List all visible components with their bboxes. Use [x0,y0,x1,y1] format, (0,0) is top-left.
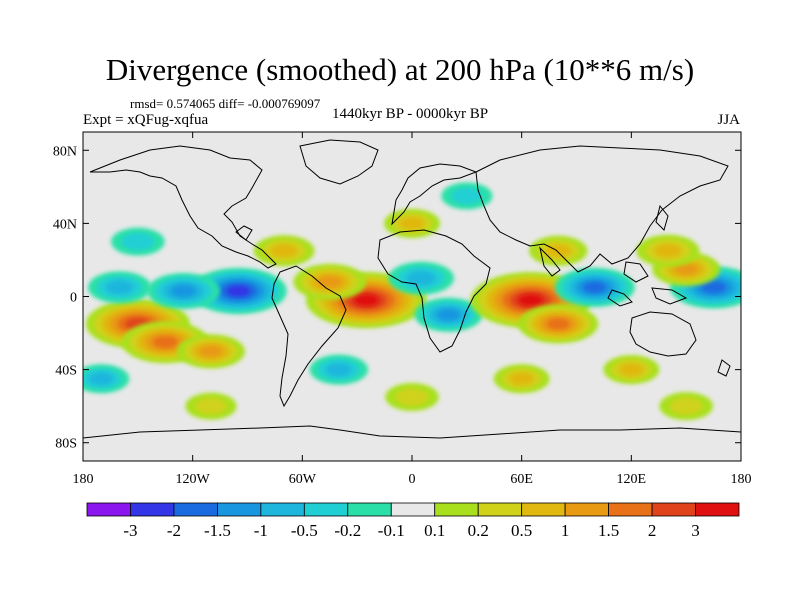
anomaly-blob-6-level-6 [353,294,380,307]
colorbar-swatch-9 [477,502,523,517]
anomaly-blob-12-level-4 [583,281,607,293]
colorbar-label-0: -3 [123,521,137,540]
axes: 180 120W 60W 0 60E 120E 180 80N 40N 0 40S 80S [53,132,752,487]
anomaly-blob-18-level-1 [121,233,155,251]
colorbar-swatch-3 [216,502,262,517]
anomaly-blob-8-level-2 [406,270,436,286]
colorbar-swatch-14 [695,502,740,517]
x-tick-label-6: 180 [731,472,752,487]
y-tick-label-2: 0 [70,291,77,306]
season-label: JJA [717,112,740,128]
anomaly-blob-11-level-4 [546,318,570,330]
anomaly-blob-2-level-3 [199,345,223,358]
colorbar-label-9: 0.5 [511,521,532,540]
colorbar-label-10: 1 [561,521,570,540]
coastlines [83,139,741,439]
anomaly-blob-13-level-4 [701,281,727,294]
colorbar-swatch-7 [390,502,436,517]
colorbar-swatch-6 [347,502,392,517]
anomaly-blob-20-level-2 [618,363,644,377]
colorbar-label-8: 0.2 [468,521,489,540]
anomaly-blob-1-level-4 [152,336,178,349]
anomaly-blob-10-level-6 [518,294,544,307]
y-tick-label-1: 40N [53,217,77,232]
anomaly-blob-7-level-3 [317,275,343,289]
x-tick-label-1: 120W [176,472,211,487]
anomaly-blob-19-level-1 [451,187,483,205]
x-tick-label-4: 60E [510,472,533,487]
colorbar-swatch-11 [564,502,610,517]
anomaly-blob-22-level-1 [195,397,227,415]
colorbar-label-7: 0.1 [424,521,445,540]
colorbar-swatch-12 [608,502,653,517]
colorbar-label-5: -0.2 [334,521,361,540]
colorbar-label-2: -1.5 [204,521,231,540]
colorbar-swatch-4 [260,502,305,517]
x-tick-label-2: 60W [289,472,317,487]
anomaly-blob-5-level-2 [105,280,134,295]
colorbar-label-12: 2 [648,521,657,540]
colorbar-label-13: 3 [691,521,700,540]
anomaly-blob-14-level-3 [674,263,698,275]
colorbar-swatch-2 [173,502,218,517]
anomaly-blob-24-level-1 [669,397,703,415]
rmsd-diff-stats: rmsd= 0.574065 diff= -0.000769097 [130,96,321,111]
colorbar-label-6: -0.1 [378,521,405,540]
anomaly-blob-21-level-1 [395,388,429,406]
experiment-label: Expt = xQFug-xqfua [83,112,209,128]
anomaly-blob-17-level-2 [270,243,298,258]
x-tick-label-3: 0 [409,472,416,487]
colorbar-swatch-10 [521,502,566,517]
chart-title: Divergence (smoothed) at 200 hPa (10**6 … [105,52,695,87]
period-label: 1440kyr BP - 0000kyr BP [331,106,489,122]
anomaly-blob-3-level-5 [226,285,251,297]
colorbar-label-1: -2 [167,521,181,540]
y-tick-label-4: 80S [55,437,77,452]
colorbar-label-11: 1.5 [598,521,619,540]
colorbar-label-3: -1 [254,521,268,540]
anomaly-blob-25-level-2 [325,362,352,377]
divergence-field [83,182,741,421]
colorbar-swatch-8 [434,502,479,517]
anomaly-blob-15-level-2 [653,243,682,258]
anomaly-blob-9-level-3 [436,308,461,321]
anomaly-blob-23-level-2 [509,372,535,386]
colorbar-label-4: -0.5 [291,521,318,540]
anomaly-blob-26-level-2 [88,372,114,386]
colorbar-swatch-0 [86,502,131,517]
x-tick-label-5: 120E [617,472,647,487]
y-tick-label-3: 40S [55,364,77,379]
y-tick-label-0: 80N [53,144,77,159]
x-tick-label-0: 180 [73,472,94,487]
colorbar-swatch-13 [651,502,696,517]
anomaly-blob-27-level-2 [399,216,425,230]
colorbar-swatch-5 [303,502,349,517]
anomaly-blob-4-level-3 [170,284,197,298]
colorbar-swatch-1 [130,502,175,517]
colorbar: -3 -2 -1.5 -1 -0.5 -0.2 -0.1 0.1 0.2 0.5 1 1.5 2 3 [86,502,740,540]
